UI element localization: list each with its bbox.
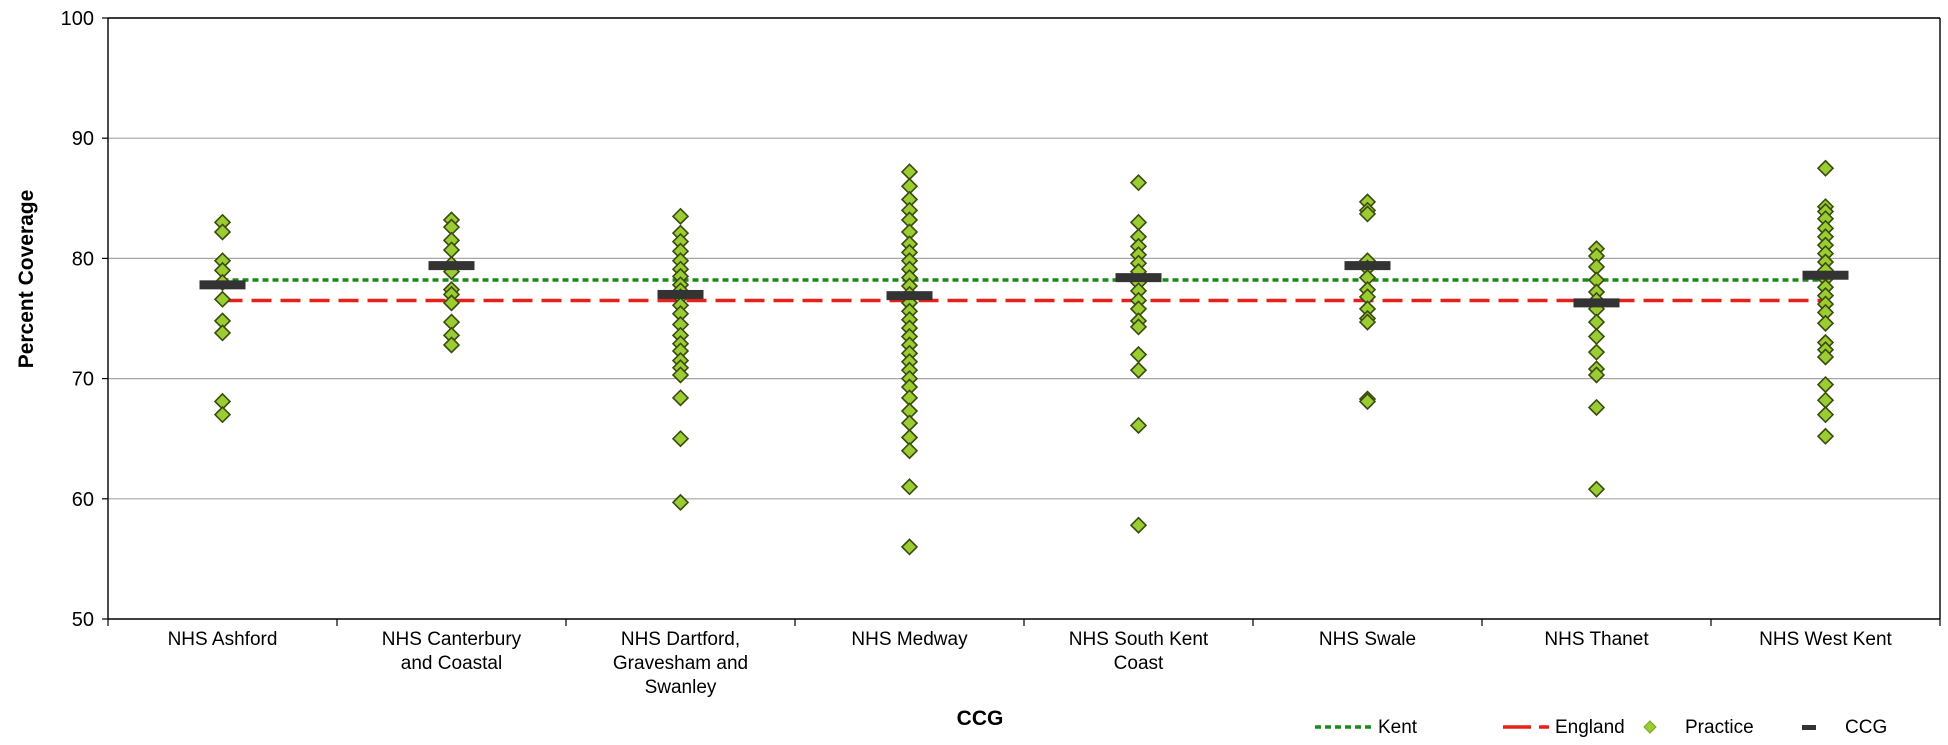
category-label: NHS Thanet <box>1544 629 1649 650</box>
legend-practice-label: Practice <box>1685 717 1754 738</box>
legend-ccg-swatch <box>1802 725 1816 730</box>
practice-point <box>1587 366 1606 384</box>
category-label-line: NHS Thanet <box>1544 629 1649 650</box>
practice-point <box>1129 174 1148 192</box>
legend-england-label: England <box>1555 717 1625 738</box>
x-axis-tick-marks <box>107 619 1941 626</box>
category-label-line: NHS South Kent <box>1069 629 1209 650</box>
practice-point <box>1358 313 1377 331</box>
legend: Kent England Practice CCG <box>1315 717 1887 738</box>
x-axis-title: CCG <box>957 707 1004 730</box>
y-tick-label: 80 <box>72 248 94 270</box>
category-label: NHS Ashford <box>168 629 278 650</box>
y-tick-label: 90 <box>72 128 94 150</box>
ccg-mark <box>1573 298 1620 308</box>
practice-point <box>213 406 232 424</box>
practice-point <box>1129 416 1148 435</box>
practice-point <box>900 478 919 496</box>
practice-point <box>1816 391 1835 409</box>
practice-point <box>1129 213 1148 231</box>
category-label-line: NHS Dartford, <box>621 629 740 650</box>
y-tick-label: 70 <box>72 369 94 391</box>
practice-point <box>1587 480 1606 498</box>
practice-point <box>1129 361 1148 379</box>
ccg-mark <box>199 280 246 290</box>
practice-point <box>1587 398 1606 417</box>
category-label: NHS Medway <box>851 629 968 650</box>
practice-point <box>213 223 232 241</box>
category-label-line: Swanley <box>645 677 717 698</box>
y-axis-title: Percent Coverage <box>15 190 38 369</box>
practice-point <box>900 442 919 460</box>
practice-point <box>442 336 461 354</box>
practice-point <box>442 241 461 259</box>
x-axis-category-labels: NHS Ashford NHS Canterbury and CoastalNHS … <box>168 629 1893 698</box>
practice-point <box>900 163 919 181</box>
y-axis-tick-labels: 100 90 80 70 60 50 <box>61 8 108 631</box>
category-label: NHS West Kent <box>1759 629 1892 650</box>
ccg-mark <box>1115 273 1162 283</box>
category-label-line: NHS Swale <box>1319 629 1416 650</box>
category-label-line: Coast <box>1114 653 1164 674</box>
category-label-line: Gravesham and <box>613 653 748 674</box>
y-tick-label: 50 <box>72 609 94 631</box>
ccg-mark <box>1344 261 1391 271</box>
category-label-line: NHS Ashford <box>168 629 278 650</box>
practice-point <box>900 538 919 556</box>
practice-point <box>671 207 690 225</box>
practice-point <box>442 294 461 312</box>
practice-point <box>1129 318 1148 336</box>
practice-point <box>1816 314 1835 332</box>
reference-lines <box>222 278 1826 303</box>
category-label: NHS Canterbury and Coastal <box>382 629 522 674</box>
practice-point <box>1816 427 1835 445</box>
legend-ccg-label: CCG <box>1845 717 1887 738</box>
practice-point <box>213 324 232 342</box>
category-label-line: and Coastal <box>401 653 502 674</box>
practice-point <box>1358 392 1377 411</box>
y-tick-label: 100 <box>61 8 94 30</box>
category-label: NHS Dartford, Gravesham and Swanley <box>613 629 748 698</box>
legend-practice-swatch <box>1643 720 1657 734</box>
practice-point <box>671 389 690 407</box>
practice-point <box>900 414 919 432</box>
practice-point <box>1358 205 1377 223</box>
gridlines <box>108 17 1940 500</box>
y-tick-label: 60 <box>72 489 94 511</box>
practice-point <box>1587 313 1606 331</box>
practice-point <box>1587 327 1606 346</box>
ccg-mark <box>886 291 933 301</box>
practice-point <box>1816 375 1835 394</box>
category-label-line: NHS West Kent <box>1759 629 1892 650</box>
ccg-mark <box>657 289 704 299</box>
practice-point <box>671 430 690 448</box>
practice-point <box>671 366 690 384</box>
practice-point <box>213 290 232 308</box>
practice-point <box>1129 516 1148 534</box>
category-label-line: NHS Canterbury <box>382 629 522 650</box>
axes <box>107 17 1941 620</box>
category-label-line: NHS Medway <box>851 629 968 650</box>
category-label: NHS South Kent Coast <box>1069 629 1209 674</box>
legend-kent-label: Kent <box>1378 717 1418 738</box>
practice-point <box>1129 345 1148 364</box>
category-label: NHS Swale <box>1319 629 1416 650</box>
practice-point <box>1816 348 1835 366</box>
practice-points <box>213 159 1835 556</box>
practice-point <box>1587 343 1606 361</box>
practice-point <box>1816 406 1835 424</box>
ccg-mark <box>1802 270 1849 280</box>
practice-point <box>1816 159 1835 177</box>
ccg-mark <box>428 261 475 271</box>
practice-point <box>671 493 690 512</box>
ccg-marks <box>199 261 1849 308</box>
